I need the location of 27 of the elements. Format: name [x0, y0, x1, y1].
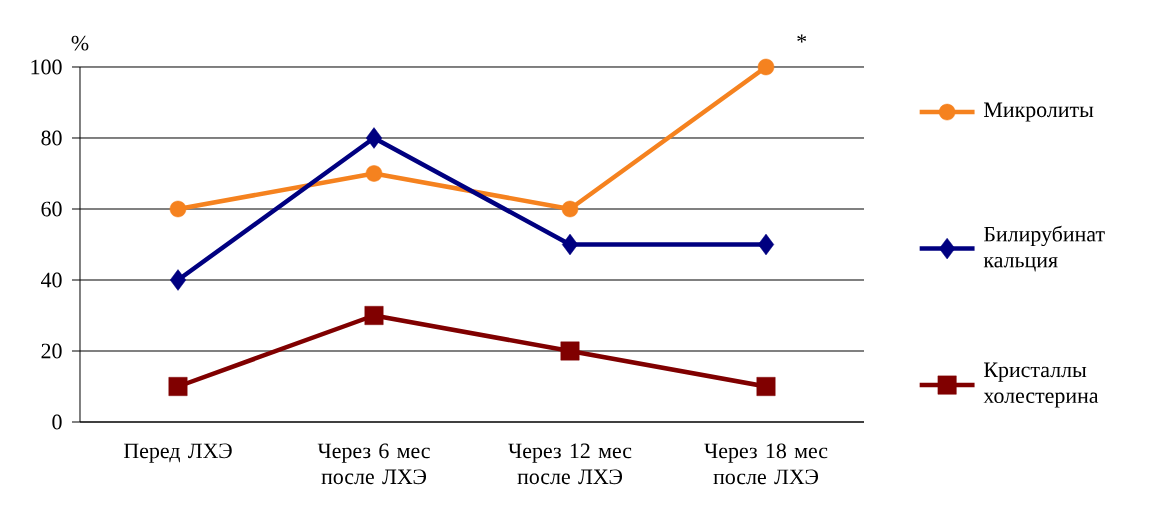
point	[365, 165, 383, 182]
y-tick-label: 60	[41, 201, 62, 217]
annotation: *	[797, 34, 807, 43]
legend-label: Кристаллы холестерина	[983, 362, 1099, 408]
y-axis-title: %	[71, 35, 89, 51]
point	[561, 200, 579, 218]
point	[756, 377, 776, 396]
point	[169, 269, 187, 291]
point	[757, 233, 775, 256]
point	[561, 233, 579, 256]
legend-label: Билирубинат кальция	[983, 225, 1105, 272]
y-tick-label: 100	[31, 59, 62, 75]
point	[757, 58, 775, 76]
point	[168, 377, 188, 396]
point	[560, 341, 580, 361]
y-tick-label: 20	[41, 343, 62, 359]
x-tick-label: Через 12 мес после ЛХЭ	[508, 443, 632, 485]
point	[169, 200, 187, 218]
y-tick-label: 0	[52, 414, 62, 430]
point	[364, 306, 384, 325]
x-tick-label: Перед ЛХЭ	[123, 443, 232, 463]
legend-label: Микролиты	[983, 102, 1094, 122]
point	[365, 127, 383, 149]
x-tick-label: Через 18 мес после ЛХЭ	[704, 443, 828, 485]
y-tick-label: 40	[41, 272, 62, 288]
x-tick-label: Через 6 мес после ЛХЭ	[317, 443, 430, 485]
y-tick-label: 80	[41, 130, 62, 146]
